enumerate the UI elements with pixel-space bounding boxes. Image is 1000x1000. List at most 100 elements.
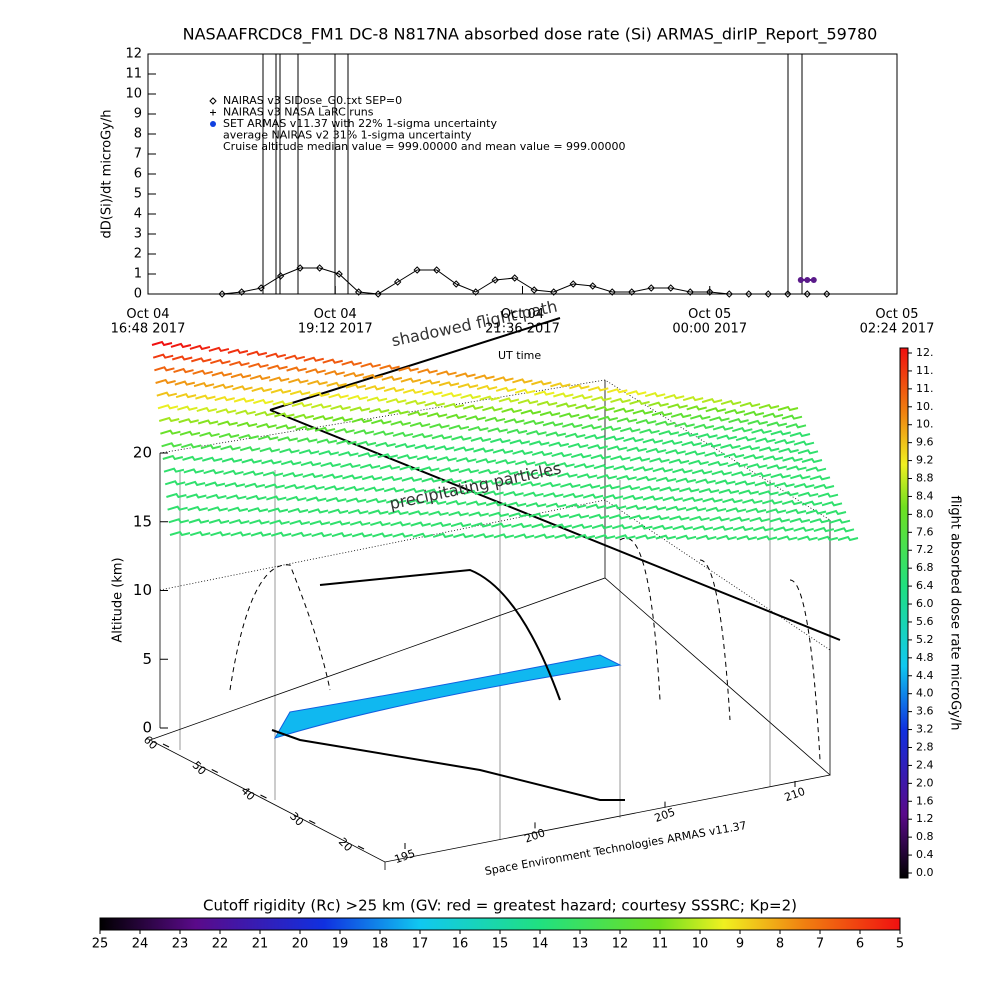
y-tick-label: 1: [134, 267, 142, 282]
colorbar-tick-label: 7.2: [916, 543, 934, 556]
particle-arrow: [305, 368, 326, 374]
particle-arrow: [345, 383, 367, 389]
particle-arrow: [218, 432, 240, 439]
particle-arrow: [412, 432, 433, 439]
particle-arrow: [512, 378, 533, 384]
particle-arrow: [476, 384, 498, 391]
particle-arrow: [268, 376, 290, 382]
particle-arrow: [264, 483, 285, 489]
particle-arrow: [781, 499, 803, 506]
y-tick-label: 5: [134, 187, 142, 202]
particle-arrow: [724, 408, 746, 415]
x-tick-label: Oct 04 16:48 2017: [111, 307, 186, 336]
particle-arrow: [470, 522, 492, 528]
particle-arrow: [381, 475, 403, 482]
data-point: [608, 288, 616, 296]
particle-arrow: [184, 480, 206, 487]
particle-arrow: [551, 523, 573, 529]
particle-arrow: [346, 497, 367, 503]
particle-arrow: [587, 444, 608, 450]
particle-arrow: [171, 355, 193, 361]
particle-arrow: [756, 535, 778, 541]
particle-arrow: [709, 516, 730, 522]
particle-arrow: [463, 489, 484, 496]
particle-arrow: [431, 434, 453, 440]
particle-arrow: [392, 431, 414, 438]
particle-arrow: [306, 496, 327, 502]
particle-arrow: [398, 366, 419, 372]
particle-arrow: [282, 472, 304, 478]
particle-arrow: [362, 373, 384, 380]
particle-arrow: [593, 464, 615, 470]
particle-arrow: [180, 443, 202, 449]
data-point: [413, 266, 421, 274]
y-tick: [211, 769, 218, 773]
particle-arrow: [392, 532, 413, 538]
particle-arrow: [652, 524, 673, 531]
particle-arrow: [353, 429, 375, 435]
particle-arrow: [408, 510, 429, 516]
particle-arrow: [739, 401, 761, 408]
legend-marker: [210, 109, 216, 116]
particle-arrow: [347, 509, 369, 515]
particle-arrow: [649, 457, 670, 463]
particle-arrow: [702, 497, 723, 503]
particle-arrow: [432, 532, 454, 539]
particle-arrow: [495, 459, 516, 465]
particle-arrow: [388, 509, 409, 516]
legend-text: SET ARMAS v11.37 with 22% 1-sigma uncert…: [223, 117, 497, 130]
particle-arrow: [668, 458, 690, 464]
particle-arrow: [597, 415, 619, 422]
particle-arrow: [453, 446, 475, 452]
particle-arrow: [652, 467, 674, 473]
particle-arrow: [747, 419, 768, 426]
particle-arrow: [636, 475, 657, 482]
particle-arrow: [817, 535, 839, 541]
particle-arrow: [663, 394, 685, 400]
particle-arrow: [342, 474, 363, 480]
particle-arrow: [747, 463, 768, 469]
particle-arrow: [591, 396, 612, 402]
particle-arrow: [497, 469, 519, 476]
particle-arrow: [785, 508, 807, 515]
particle-arrow: [493, 533, 515, 539]
particle-arrow: [675, 477, 697, 483]
particle-arrow: [556, 402, 577, 408]
colorbar-tick-label: 5.2: [916, 633, 934, 646]
colorbar-tick-label: 0.4: [916, 848, 934, 861]
particle-arrow: [732, 427, 753, 433]
particle-arrow: [304, 484, 325, 490]
particle-arrow: [416, 455, 438, 461]
particle-arrow: [700, 442, 722, 448]
x-tick-label: 195: [393, 847, 417, 866]
y-tick-label: 50: [190, 759, 209, 778]
particle-arrow: [267, 507, 289, 513]
colorbar-tick-label: 10: [692, 937, 709, 952]
particle-arrow: [745, 507, 767, 514]
particle-arrow: [773, 526, 794, 532]
particle-arrow: [762, 455, 784, 461]
particle-arrow: [232, 385, 253, 391]
y-tick: [309, 820, 316, 824]
particle-arrow: [289, 519, 310, 526]
particle-arrow: [479, 395, 501, 401]
particle-arrow: [189, 344, 211, 351]
colorbar-tick-label: 19: [332, 937, 349, 952]
particle-arrow: [793, 526, 814, 532]
particle-arrow: [569, 384, 590, 390]
y-tick: [357, 845, 365, 850]
particle-arrow: [770, 473, 791, 479]
colorbar-tick-label: 9.6: [916, 436, 934, 449]
particle-arrow: [195, 394, 216, 400]
particle-arrow: [349, 520, 371, 526]
particle-arrow: [659, 486, 680, 492]
particle-arrow: [364, 385, 386, 391]
particle-arrow: [603, 435, 625, 441]
particle-arrow: [720, 443, 741, 450]
flight-path: [229, 317, 841, 801]
particle-arrow: [501, 407, 522, 414]
particle-arrow: [777, 405, 799, 412]
particle-arrow: [712, 525, 734, 531]
particle-arrow: [275, 424, 297, 430]
particle-arrow: [183, 468, 205, 474]
